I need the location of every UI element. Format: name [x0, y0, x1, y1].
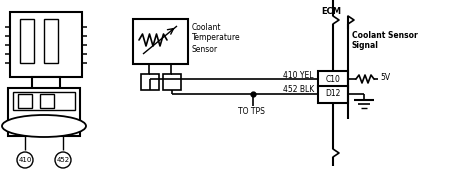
Text: 5V: 5V: [380, 73, 390, 81]
Text: Coolant: Coolant: [192, 22, 221, 31]
Ellipse shape: [2, 115, 86, 137]
Bar: [32, 77, 60, 93]
Text: D12: D12: [325, 89, 341, 98]
Bar: [20, 19, 34, 63]
Text: 410: 410: [18, 157, 32, 163]
Text: Temperature: Temperature: [192, 34, 241, 42]
Bar: [44, 19, 58, 63]
Bar: [13, 92, 75, 110]
Text: 452: 452: [56, 157, 70, 163]
Bar: [141, 74, 159, 90]
Text: C10: C10: [326, 74, 340, 84]
Text: Sensor: Sensor: [192, 45, 218, 53]
Text: TO TPS: TO TPS: [237, 108, 264, 117]
Bar: [18, 94, 32, 108]
Bar: [8, 88, 80, 136]
Text: Signal: Signal: [352, 41, 379, 49]
Bar: [40, 94, 54, 108]
Bar: [133, 19, 188, 64]
Text: 452 BLK: 452 BLK: [283, 85, 314, 94]
Bar: [318, 70, 348, 88]
Text: 410 YEL: 410 YEL: [283, 70, 314, 80]
Bar: [10, 12, 82, 77]
Text: ECM: ECM: [321, 7, 341, 17]
Text: Coolant Sensor: Coolant Sensor: [352, 31, 418, 41]
Bar: [163, 74, 181, 90]
Bar: [318, 85, 348, 102]
